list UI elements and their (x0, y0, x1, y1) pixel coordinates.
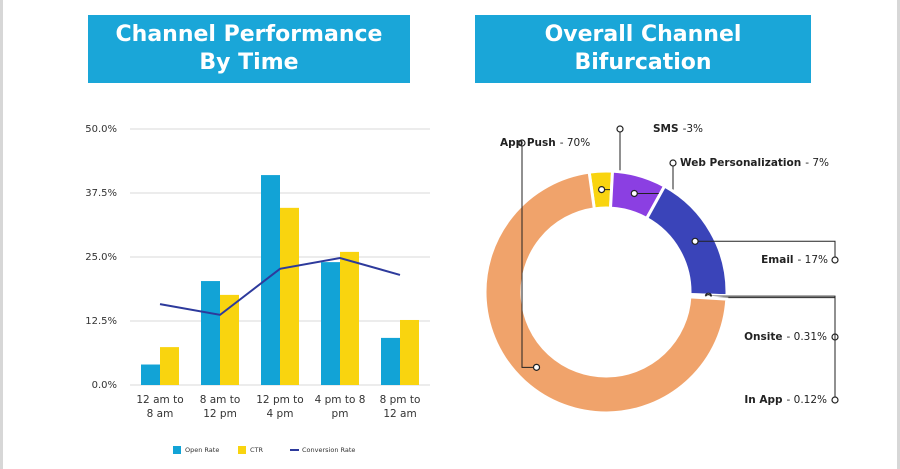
slice-name: In App (744, 394, 783, 406)
x-tick-label: 4 pm to 8 pm (314, 394, 366, 420)
slice-value: - 7% (805, 157, 829, 169)
callout-dot (669, 159, 677, 167)
callout-dot (630, 189, 638, 198)
slice-name: App Push (500, 137, 556, 149)
slice-label: App Push - 70% (500, 137, 590, 149)
slice-name: SMS (653, 123, 679, 135)
legend-label: Open Rate (185, 446, 219, 454)
bar (160, 347, 179, 385)
slice-value: - 70% (560, 137, 590, 149)
slice-value: - 0.31% (787, 331, 828, 343)
callout-dot (532, 363, 541, 371)
y-tick-label: 50.0% (85, 124, 117, 135)
slice-label: Web Personalization - 7% (680, 157, 829, 169)
slice-label: In App - 0.12% (744, 394, 827, 406)
bar (201, 281, 220, 385)
y-tick-label: 12.5% (85, 316, 117, 327)
donut-slice (483, 170, 729, 415)
bar (220, 294, 239, 385)
line (159, 256, 401, 316)
slice-value: - 0.12% (787, 394, 828, 406)
callout-dot (598, 185, 606, 194)
bar (261, 175, 280, 385)
slice-label: SMS -3% (653, 123, 703, 135)
legend-label: CTR (250, 446, 264, 454)
legend-swatch (238, 446, 246, 454)
callout-dot (691, 237, 699, 245)
callout-dot (616, 125, 624, 133)
legend-swatch (173, 446, 181, 454)
legend-label: Conversion Rate (302, 446, 355, 454)
callout-dot (831, 256, 839, 264)
bar (141, 364, 160, 385)
callout-line (695, 240, 836, 260)
bar (381, 337, 400, 385)
frame-right (897, 0, 900, 469)
callout-line (521, 143, 537, 368)
slice-name: Email (761, 254, 793, 266)
y-tick-label: 25.0% (85, 252, 117, 263)
slice-label: Onsite - 0.31% (744, 331, 827, 343)
y-tick-label: 0.0% (92, 380, 117, 391)
x-tick-label: 12 pm to 4 pm (256, 394, 304, 420)
banner: Channel Performance By Time (88, 15, 410, 83)
slice-value: - 17% (798, 254, 828, 266)
x-tick-label: 8 pm to 12 am (379, 394, 421, 420)
bar (280, 207, 299, 385)
callout-dot (831, 396, 839, 404)
slice-label: Email - 17% (761, 254, 828, 266)
slice-value: -3% (683, 123, 703, 135)
callout-line (708, 297, 836, 400)
bar (340, 251, 359, 385)
banner: Overall Channel Bifurcation (475, 15, 811, 83)
x-tick-label: 12 am to 8 am (136, 394, 184, 420)
y-tick-label: 37.5% (85, 188, 117, 199)
slice-name: Onsite (744, 331, 782, 343)
chart-title: Channel Performance By Time (115, 22, 383, 75)
frame-left (0, 0, 3, 469)
callout-dot (518, 139, 526, 147)
bar (321, 262, 340, 385)
slice-name: Web Personalization (680, 157, 801, 169)
chart-title: Overall Channel Bifurcation (544, 22, 742, 75)
x-tick-label: 8 am to 12 pm (199, 394, 241, 420)
bar (400, 319, 419, 385)
